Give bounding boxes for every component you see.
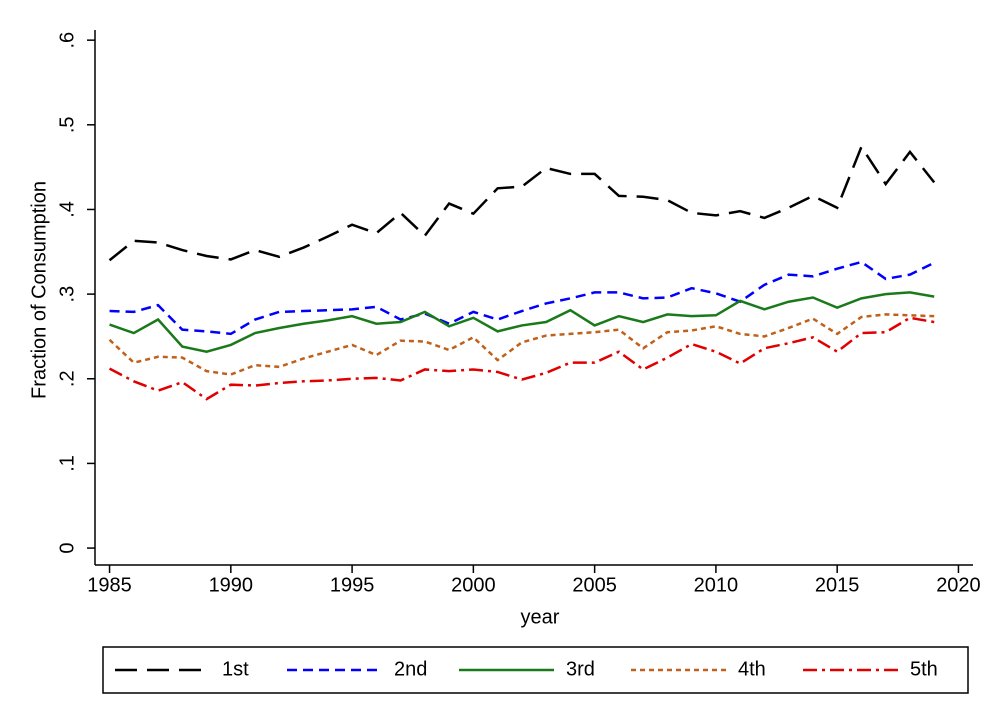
y-tick-label: .2 [56, 370, 78, 387]
legend-label: 5th [910, 658, 938, 680]
x-tick-label: 1995 [330, 574, 375, 596]
series-line [108, 313, 935, 376]
series-line [109, 291, 935, 353]
x-tick-label: 2010 [694, 574, 739, 596]
legend-box [102, 646, 969, 694]
y-tick-label: .3 [56, 286, 78, 303]
y-tick-label: 0 [56, 543, 78, 554]
legend-label: 2nd [394, 658, 427, 680]
legend-label: 1st [222, 658, 249, 680]
x-tick-label: 1990 [209, 574, 254, 596]
x-tick-label: 1985 [87, 574, 132, 596]
x-tick-label: 2005 [572, 574, 617, 596]
legend-label: 4th [738, 658, 766, 680]
series-line [108, 316, 935, 401]
y-tick-label: .4 [56, 201, 78, 218]
y-tick-label: .5 [56, 116, 78, 133]
legend-label: 3rd [566, 658, 595, 680]
series-line [108, 144, 936, 262]
x-tick-label: 2015 [815, 574, 860, 596]
y-tick-label: .6 [56, 32, 78, 49]
y-axis-label: Fraction of Consumption [28, 181, 50, 399]
x-tick-label: 2020 [936, 574, 981, 596]
x-tick-label: 2000 [451, 574, 496, 596]
x-axis-label: year [521, 606, 560, 628]
y-tick-label: .1 [56, 455, 78, 472]
series-line [109, 260, 935, 336]
